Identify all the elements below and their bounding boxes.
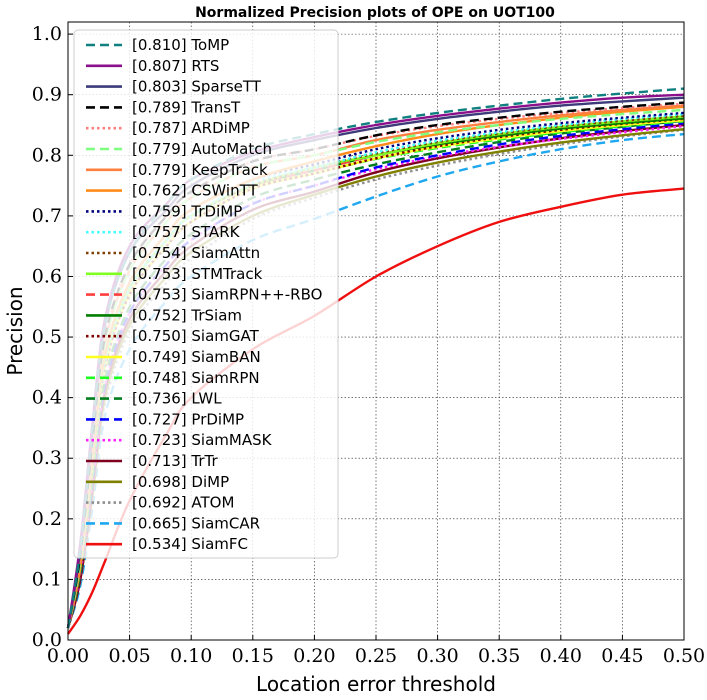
legend-entry: [0.757] STARK bbox=[132, 223, 241, 241]
legend-entry: [0.750] SiamGAT bbox=[132, 327, 260, 345]
legend-entry: [0.749] SiamBAN bbox=[132, 348, 261, 366]
y-tick-label: 0.7 bbox=[32, 205, 62, 227]
legend-entry: [0.723] SiamMASK bbox=[132, 431, 273, 449]
legend-entry: [0.807] RTS bbox=[132, 57, 219, 75]
x-tick-label: 0.35 bbox=[478, 645, 520, 667]
legend-entry: [0.787] ARDiMP bbox=[132, 119, 250, 137]
y-axis: 0.0 0.1 0.2 0.3 0.4 0.5 0.6 0.7 0.8 0.9 1.0 bbox=[32, 23, 73, 651]
y-tick-label: 0.0 bbox=[32, 629, 62, 651]
y-tick-label: 0.6 bbox=[32, 265, 62, 287]
legend-entry: [0.752] TrSiam bbox=[132, 306, 242, 324]
x-tick-label: 0.20 bbox=[293, 645, 335, 667]
y-tick-label: 0.5 bbox=[32, 326, 62, 348]
x-tick-label: 0.05 bbox=[108, 645, 150, 667]
legend-entry: [0.692] ATOM bbox=[132, 494, 234, 512]
legend: [0.810] ToMP [0.807] RTS [0.803] SparseTT [… bbox=[73, 29, 339, 559]
x-tick-label: 0.45 bbox=[601, 645, 643, 667]
legend-entry: [0.698] DiMP bbox=[132, 473, 229, 491]
x-tick-label: 0.40 bbox=[540, 645, 582, 667]
legend-entry: [0.534] SiamFC bbox=[132, 535, 248, 553]
legend-entry: [0.762] CSWinTT bbox=[132, 182, 258, 200]
legend-entry: [0.789] TransT bbox=[132, 98, 241, 116]
x-tick-label: 0.10 bbox=[170, 645, 212, 667]
x-tick-label: 0.15 bbox=[232, 645, 274, 667]
legend-entry: [0.748] SiamRPN bbox=[132, 369, 260, 387]
y-tick-label: 1.0 bbox=[32, 23, 62, 45]
y-tick-label: 0.1 bbox=[32, 568, 62, 590]
y-axis-label: Precision bbox=[3, 286, 27, 375]
legend-entry: [0.810] ToMP bbox=[132, 36, 229, 54]
legend-box bbox=[73, 29, 339, 559]
y-tick-label: 0.8 bbox=[32, 144, 62, 166]
x-tick-label: 0.50 bbox=[663, 645, 705, 667]
legend-entry: [0.713] TrTr bbox=[132, 452, 218, 470]
legend-entry: [0.779] KeepTrack bbox=[132, 161, 268, 179]
y-tick-label: 0.2 bbox=[32, 508, 62, 530]
x-tick-label: 0.25 bbox=[355, 645, 397, 667]
legend-entry: [0.803] SparseTT bbox=[132, 78, 262, 96]
legend-entry: [0.736] LWL bbox=[132, 390, 222, 408]
legend-entry: [0.753] STMTrack bbox=[132, 265, 263, 283]
x-tick-label: 0.00 bbox=[47, 645, 89, 667]
chart-title: Normalized Precision plots of OPE on UOT… bbox=[195, 5, 555, 21]
legend-entry: [0.665] SiamCAR bbox=[132, 514, 260, 532]
legend-entry: [0.727] PrDiMP bbox=[132, 410, 244, 428]
legend-entry: [0.759] TrDiMP bbox=[132, 202, 242, 220]
y-tick-label: 0.4 bbox=[32, 387, 62, 409]
x-axis: 0.00 0.05 0.10 0.15 0.20 0.25 0.30 0.35 0.40 0.45… bbox=[47, 635, 705, 667]
y-tick-label: 0.9 bbox=[32, 84, 62, 106]
legend-entry: [0.754] SiamAttn bbox=[132, 244, 260, 262]
y-tick-label: 0.3 bbox=[32, 447, 62, 469]
x-tick-label: 0.30 bbox=[416, 645, 458, 667]
legend-entry: [0.779] AutoMatch bbox=[132, 140, 272, 158]
legend-entry: [0.753] SiamRPN++-RBO bbox=[132, 286, 322, 304]
x-axis-label: Location error threshold bbox=[256, 672, 496, 696]
